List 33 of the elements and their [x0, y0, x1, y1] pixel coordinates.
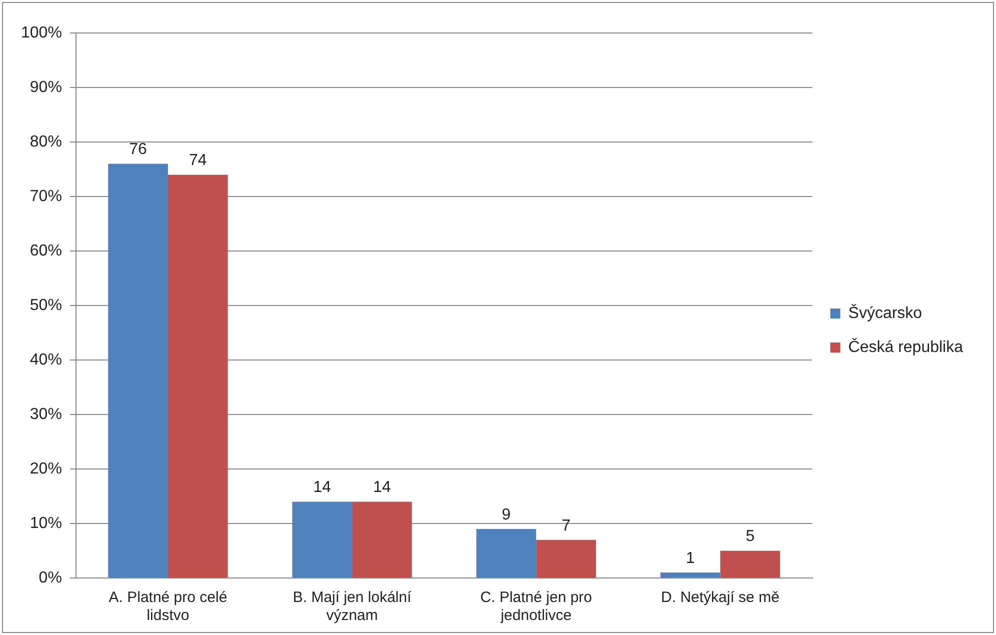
y-tick-label: 70% [30, 188, 62, 205]
y-tick-label: 100% [21, 24, 62, 42]
bar [476, 528, 536, 578]
y-tick-label: 90% [30, 78, 62, 96]
bar [168, 174, 228, 578]
data-label: 76 [129, 141, 148, 158]
bar [108, 164, 168, 578]
y-tick-label: 0% [38, 569, 62, 586]
bar [352, 502, 412, 578]
bar [536, 540, 596, 578]
data-label: 1 [686, 550, 695, 567]
y-tick-label: 20% [30, 460, 62, 478]
x-tick-label: D. Netýkají se mě [661, 589, 780, 606]
legend-label: Švýcarsko [848, 304, 922, 322]
y-tick-label: 10% [30, 514, 62, 532]
y-tick-label: 40% [30, 351, 62, 368]
data-label: 9 [502, 506, 511, 524]
y-tick-label: 30% [30, 406, 62, 423]
data-label: 5 [746, 528, 755, 546]
x-tick-label: B. Mají jen lokální význam [292, 589, 412, 624]
y-tick-label: 80% [30, 133, 62, 150]
bar [292, 502, 352, 578]
bar [660, 572, 720, 578]
data-label: 14 [313, 479, 332, 496]
bar [720, 550, 780, 578]
data-label: 74 [188, 152, 207, 170]
x-tick-label: A. Platné pro celé lidstvo [108, 589, 228, 624]
x-tick-label: C. Platné jen pro jednotlivce [480, 589, 592, 624]
data-label: 14 [373, 479, 391, 496]
data-label: 7 [562, 517, 571, 534]
y-tick-label: 50% [30, 296, 62, 314]
legend-label: Česká republika [848, 338, 964, 356]
y-tick-label: 60% [30, 242, 62, 260]
